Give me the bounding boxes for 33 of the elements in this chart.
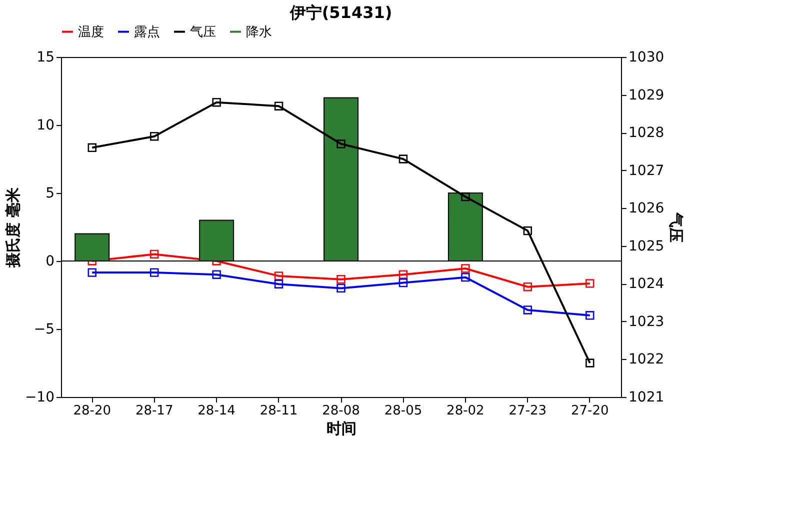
y-tick-label: 10 <box>36 118 54 134</box>
x-tick-label: 28-11 <box>260 404 298 418</box>
x-axis-title: 时间 <box>326 420 356 438</box>
y-tick-label: 0 <box>46 254 54 270</box>
x-tick-label: 28-08 <box>322 404 360 418</box>
y-tick-label: −10 <box>24 390 54 406</box>
legend-label: 温度 <box>78 24 104 40</box>
y2-axis-title: 气压 <box>667 212 686 242</box>
y2-tick-label: 1023 <box>628 314 664 330</box>
y-tick-label: −5 <box>34 322 54 338</box>
y-tick-label: 5 <box>46 186 54 202</box>
y-axis-title: 摄氏度 毫米 <box>4 186 22 269</box>
y2-tick-label: 1021 <box>628 390 664 406</box>
x-tick-label: 28-17 <box>135 404 174 418</box>
x-tick-label: 28-05 <box>384 404 422 418</box>
legend-label: 气压 <box>190 24 216 40</box>
y2-tick-label: 1022 <box>628 352 664 368</box>
y2-tick-label: 1030 <box>628 50 664 66</box>
chart-title: 伊宁(51431) <box>288 3 392 22</box>
x-tick-label: 27-20 <box>571 404 609 418</box>
x-tick-label: 28-02 <box>446 404 484 418</box>
legend-label: 露点 <box>134 24 160 40</box>
y2-tick-label: 1026 <box>628 200 664 217</box>
y2-tick-label: 1025 <box>628 238 664 254</box>
y-tick-label: 15 <box>36 50 54 66</box>
y2-tick-label: 1027 <box>628 162 664 179</box>
x-tick-label: 28-14 <box>198 404 236 418</box>
legend-label: 降水 <box>246 24 272 40</box>
y2-tick-label: 1024 <box>628 276 664 292</box>
y2-tick-label: 1028 <box>628 125 664 142</box>
y2-tick-label: 1029 <box>628 87 664 104</box>
x-tick-label: 28-20 <box>73 404 111 418</box>
x-tick-label: 27-23 <box>508 404 547 418</box>
